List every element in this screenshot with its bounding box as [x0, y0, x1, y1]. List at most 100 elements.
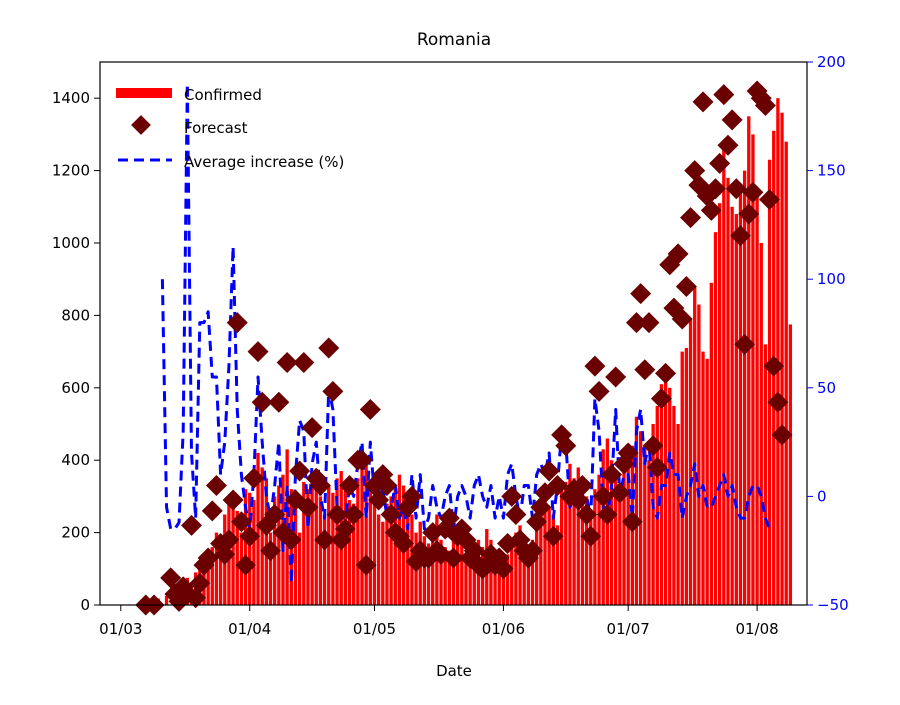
- y-axis-ticks: 0 200 400 600 800 1000 1200 1400: [52, 89, 100, 614]
- confirmed-bar: [547, 507, 551, 605]
- y-tick-label: 800: [61, 306, 90, 324]
- forecast-marker: [630, 283, 652, 305]
- legend-label-confirmed: Confirmed: [184, 86, 262, 104]
- confirmed-bar: [622, 467, 626, 605]
- confirmed-bar: [393, 489, 397, 605]
- confirmed-bar: [472, 550, 476, 605]
- confirmed-bar: [231, 496, 235, 605]
- confirmed-bar: [572, 478, 576, 605]
- confirmed-bar: [651, 424, 655, 605]
- confirmed-bar: [522, 550, 526, 605]
- confirmed-bar: [310, 478, 314, 605]
- right-y-tick-label: −50: [817, 596, 849, 614]
- forecast-marker: [771, 424, 793, 446]
- confirmed-bar: [530, 539, 535, 605]
- confirmed-bar: [688, 319, 693, 605]
- confirmed-bar: [776, 98, 780, 605]
- confirmed-bar: [422, 536, 427, 605]
- confirmed-bar: [243, 489, 248, 605]
- forecast-marker: [197, 547, 219, 569]
- confirmed-bar: [634, 416, 639, 605]
- forecast-marker: [671, 308, 693, 330]
- forecast-marker: [767, 391, 789, 413]
- confirmed-bar: [347, 500, 352, 605]
- right-y-tick-label: 0: [817, 487, 827, 505]
- forecast-marker: [205, 475, 227, 497]
- confirmed-bar: [439, 539, 443, 605]
- confirmed-bar: [302, 481, 306, 605]
- confirmed-bar: [235, 510, 239, 605]
- forecast-marker: [289, 460, 311, 482]
- forecast-marker: [680, 207, 702, 229]
- confirmed-bar: [697, 304, 701, 605]
- confirmed-bar: [722, 141, 726, 605]
- confirmed-bar: [668, 387, 672, 605]
- forecast-marker: [268, 391, 290, 413]
- forecast-marker: [709, 152, 731, 174]
- legend-label-average: Average increase (%): [184, 153, 344, 171]
- confirmed-bar: [747, 116, 751, 606]
- confirmed-bar: [597, 474, 601, 605]
- confirmed-bar: [214, 532, 219, 605]
- confirmed-bar: [518, 525, 522, 605]
- confirmed-bar: [713, 232, 718, 605]
- confirmed-bar: [468, 561, 472, 605]
- y-tick-label: 600: [61, 379, 90, 397]
- forecast-marker: [301, 417, 323, 439]
- legend-label-forecast: Forecast: [184, 119, 248, 137]
- confirmed-bar: [663, 376, 668, 605]
- confirmed-bar: [356, 478, 360, 605]
- confirmed-bar: [693, 286, 697, 605]
- legend-swatch-forecast: [131, 115, 151, 135]
- confirmed-bar: [256, 452, 260, 605]
- x-tick-label: 01/05: [353, 620, 396, 638]
- right-y-tick-label: 200: [817, 53, 846, 71]
- y-tick-label: 400: [61, 451, 90, 469]
- confirmed-bar: [306, 489, 310, 605]
- forecast-marker: [713, 84, 735, 106]
- confirmed-bar: [659, 384, 664, 605]
- forecast-marker: [235, 554, 257, 576]
- forecast-marker: [230, 511, 252, 533]
- confirmed-bar: [526, 561, 531, 605]
- y-tick-label: 0: [80, 596, 90, 614]
- forecast-marker: [334, 518, 356, 540]
- confirmed-bar: [447, 550, 452, 605]
- y-tick-label: 1200: [52, 162, 90, 180]
- confirmed-bar: [352, 503, 356, 605]
- confirmed-bar: [705, 358, 709, 605]
- y-tick-label: 1000: [52, 234, 90, 252]
- confirmed-bar: [497, 557, 501, 605]
- forecast-marker: [605, 366, 627, 388]
- average-increase-line-layer: [160, 82, 771, 585]
- forecast-marker: [734, 333, 756, 355]
- forecast-marker: [692, 91, 714, 113]
- confirmed-bar: [730, 206, 734, 606]
- forecast-marker: [584, 355, 606, 377]
- chart-title: Romania: [417, 30, 491, 50]
- forecast-marker: [625, 312, 647, 334]
- confirmed-bar: [784, 141, 788, 605]
- forecast-marker: [355, 554, 377, 576]
- x-tick-label: 01/03: [99, 620, 142, 638]
- forecast-marker: [280, 529, 302, 551]
- confirmed-bar: [543, 496, 547, 605]
- y-tick-label: 200: [61, 524, 90, 542]
- forecast-marker: [759, 189, 781, 211]
- forecast-marker: [222, 489, 244, 511]
- forecast-marker: [538, 460, 560, 482]
- forecast-marker: [326, 504, 348, 525]
- forecast-marker: [343, 504, 365, 525]
- confirmed-bar: [589, 510, 593, 605]
- forecast-marker: [580, 525, 602, 547]
- forecast-marker: [180, 514, 202, 536]
- confirmed-bar: [559, 489, 564, 605]
- forecast-marker: [160, 567, 182, 589]
- average-increase-line: [160, 82, 771, 585]
- confirmed-bar: [331, 492, 335, 605]
- forecast-marker: [522, 540, 544, 562]
- confirmed-bar: [493, 550, 497, 605]
- forecast-marker: [542, 525, 564, 547]
- confirmed-bar: [763, 344, 768, 605]
